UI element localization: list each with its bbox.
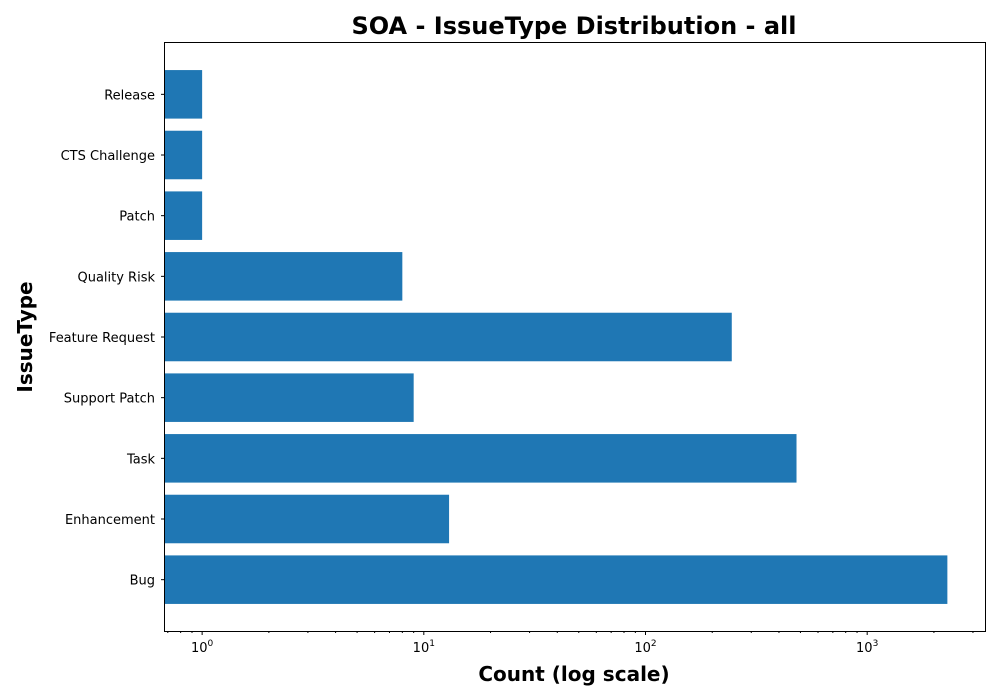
x-axis-label: Count (log scale) <box>478 662 669 686</box>
y-tick-label-enhancement: Enhancement <box>65 513 155 528</box>
bar-task <box>165 434 797 483</box>
bar-cts-challenge <box>165 130 203 180</box>
y-tick-label-task: Task <box>126 452 156 467</box>
y-tick-label-feature-request: Feature Request <box>49 331 155 346</box>
x-tick-label: 100 <box>191 639 214 656</box>
bar-support-patch <box>165 373 414 422</box>
y-tick-label-cts-challenge: CTS Challenge <box>61 149 155 164</box>
bar-quality-risk <box>165 252 403 301</box>
plot-frame <box>164 42 986 632</box>
x-tick-label: 101 <box>413 639 435 656</box>
y-tick-label-patch: Patch <box>119 210 155 225</box>
bar-enhancement <box>165 494 450 544</box>
y-tick-label-support-patch: Support Patch <box>64 392 155 407</box>
y-tick-label-bug: Bug <box>130 574 155 589</box>
x-tick-label: 102 <box>634 639 656 656</box>
y-tick-label-release: Release <box>104 88 155 103</box>
y-axis-label: IssueType <box>13 281 37 392</box>
bar-feature-request <box>165 312 732 362</box>
bar-bug <box>165 555 948 604</box>
y-ticks-group: Bug Enhancement Task Support Patch Feature R… <box>49 88 165 589</box>
bars-group <box>165 70 948 604</box>
bar-patch <box>165 191 203 240</box>
chart-title: SOA - IssueType Distribution - all <box>352 12 797 40</box>
y-tick-label-quality-risk: Quality Risk <box>77 270 155 285</box>
x-tick-label: 103 <box>856 639 878 656</box>
x-ticks-group: 100 101 102 103 <box>167 631 974 656</box>
bar-release <box>165 70 203 119</box>
